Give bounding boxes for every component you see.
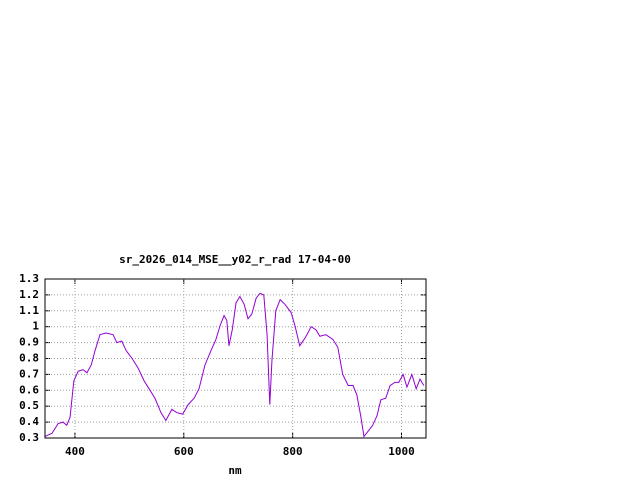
x-tick-label: 600 (174, 445, 194, 458)
y-tick-label: 1.3 (19, 272, 39, 285)
y-tick-label: 1.2 (19, 288, 39, 301)
y-tick-label: 0.5 (19, 399, 39, 412)
y-tick-label: 1.1 (19, 304, 39, 317)
y-tick-label: 0.8 (19, 352, 39, 365)
x-axis-label: nm (228, 464, 242, 477)
data-line (44, 292, 425, 438)
y-tick-label: 0.3 (19, 431, 39, 444)
y-tick-label: 0.6 (19, 383, 39, 396)
plot-frame (44, 278, 427, 439)
y-tick-label: 0.9 (19, 336, 39, 349)
chart-title: sr_2026_014_MSE__y02_r_rad 17-04-00 (119, 253, 351, 266)
plot (44, 292, 425, 438)
y-tick-label: 0.4 (19, 415, 39, 428)
y-tick-label: 1 (32, 320, 39, 333)
x-tick-label: 400 (65, 445, 85, 458)
x-tick-label: 1000 (388, 445, 415, 458)
y-tick-label: 0.7 (19, 367, 39, 380)
x-tick-label: 800 (283, 445, 303, 458)
